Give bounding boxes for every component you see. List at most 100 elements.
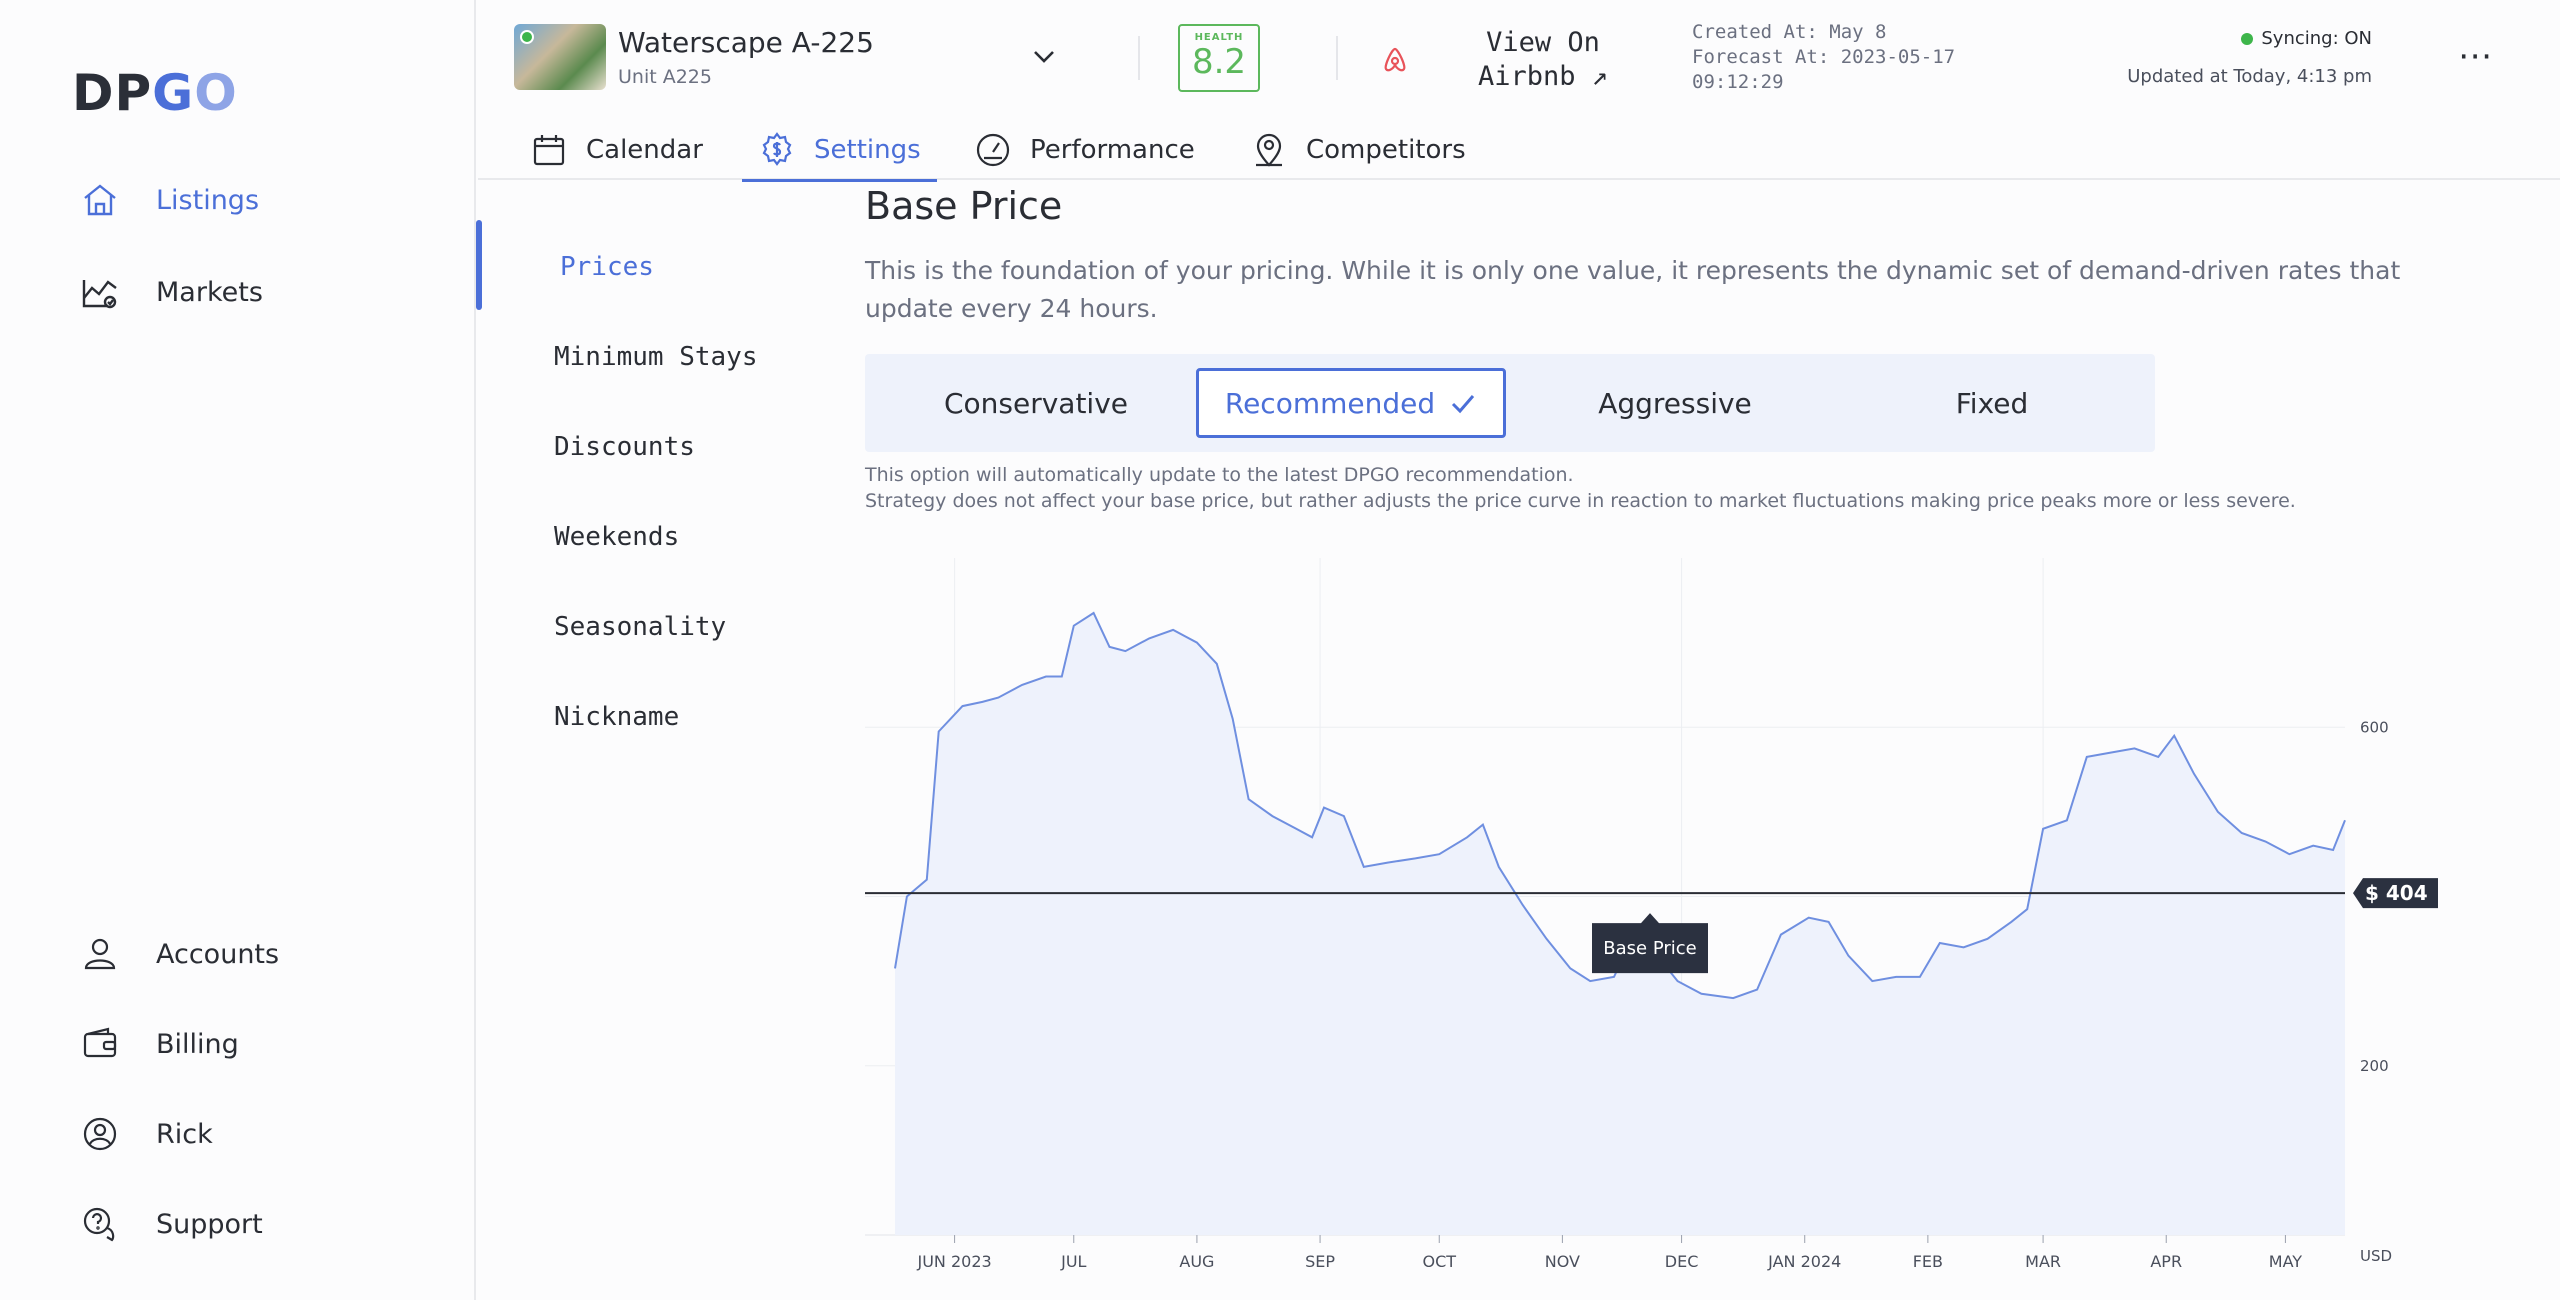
x-tick-label: NOV — [1545, 1252, 1580, 1271]
tooltip-label: Base Price — [1603, 938, 1696, 959]
base-price-chart: JUN 2023 JUL AUG SEP OCT NOV DEC JAN 2024 FEB MAR… — [865, 558, 2438, 1271]
strategy-aggressive-button[interactable]: Aggressive — [1520, 368, 1830, 438]
logo-letter-o: O — [194, 64, 238, 122]
tab-competitors[interactable]: Competitors — [1250, 120, 1466, 180]
view-on-line1: View On — [1486, 27, 1600, 58]
health-score-badge: HEALTH 8.2 — [1178, 24, 1260, 92]
settings-nav-minimum-stays[interactable]: Minimum Stays — [554, 342, 758, 372]
sidebar-item-label: Accounts — [156, 938, 280, 970]
y-tick-label: 200 — [2360, 1057, 2389, 1075]
sidebar-item-support[interactable]: Support — [80, 1194, 263, 1254]
sync-status: Syncing: ON — [2241, 28, 2372, 49]
tab-label: Competitors — [1306, 135, 1466, 165]
x-tick-label: DEC — [1665, 1252, 1699, 1271]
wallet-icon — [83, 1027, 117, 1058]
sidebar-item-label: Support — [156, 1208, 263, 1240]
listing-thumbnail[interactable] — [514, 24, 606, 90]
base-price-tag[interactable]: $ 404 — [2353, 878, 2438, 909]
strategy-note-line2: Strategy does not affect your base price… — [865, 490, 2296, 512]
base-price-description: This is the foundation of your pricing. … — [865, 256, 2401, 323]
base-price-tag-background — [2353, 878, 2438, 909]
divider — [1138, 36, 1140, 80]
strategy-label: Fixed — [1955, 386, 2029, 420]
sidebar-item-accounts[interactable]: Accounts — [80, 924, 279, 984]
sidebar-item-billing[interactable]: Billing — [80, 1014, 239, 1074]
support-chat-icon — [83, 1207, 115, 1242]
calendar-icon — [533, 135, 565, 166]
tab-performance[interactable]: Performance — [974, 120, 1195, 180]
y-tick-label: 600 — [2360, 718, 2389, 736]
health-label: HEALTH — [1194, 32, 1244, 43]
markets-chart-icon — [82, 280, 117, 309]
view-on-line2: Airbnb ↗ — [1477, 61, 1609, 92]
x-tick-label: SEP — [1305, 1252, 1335, 1271]
listing-header: Waterscape A-225 Unit A225 HEALTH 8.2 Vi… — [478, 0, 2560, 182]
strategy-conservative-button[interactable]: Conservative — [881, 368, 1191, 438]
tab-label: Calendar — [586, 135, 703, 165]
sidebar-item-listings[interactable]: Listings — [80, 170, 259, 230]
logo-letter-g: G — [152, 64, 195, 122]
settings-nav-nickname[interactable]: Nickname — [554, 702, 680, 732]
price-line — [894, 611, 2346, 1000]
strategy-note-line1: This option will automatically update to… — [865, 464, 1574, 486]
tooltip-background — [1592, 913, 1708, 974]
settings-dollar-icon — [762, 132, 792, 166]
divider — [1336, 36, 1338, 80]
sidebar-item-label: Billing — [156, 1028, 239, 1060]
strategy-recommended-button[interactable]: Recommended — [1196, 368, 1506, 438]
x-tick-label: FEB — [1913, 1252, 1943, 1271]
view-on-airbnb-link[interactable]: View On Airbnb ↗ — [1463, 26, 1623, 94]
logo-letter-p: P — [114, 64, 153, 122]
x-tick-label: MAY — [2269, 1252, 2303, 1271]
tab-calendar[interactable]: Calendar — [530, 120, 703, 180]
sync-status-dot — [2241, 32, 2254, 45]
dpgo-logo[interactable]: DPGO — [72, 64, 238, 122]
strategy-label: Aggressive — [1598, 386, 1752, 420]
user-circle-icon — [83, 1117, 117, 1151]
home-icon — [84, 184, 116, 216]
x-tick-label: MAR — [2025, 1252, 2061, 1271]
x-tick-label: JUN 2023 — [916, 1252, 991, 1271]
x-tick-label: OCT — [1422, 1252, 1456, 1271]
logo-letter-d: D — [72, 64, 115, 122]
strategy-label: Conservative — [943, 386, 1129, 420]
settings-nav-prices[interactable]: Prices — [560, 252, 654, 282]
tab-label: Settings — [814, 135, 921, 165]
x-tick-label: JUL — [1060, 1252, 1086, 1271]
health-value: 8.2 — [1191, 42, 1247, 82]
price-area — [895, 613, 2345, 1235]
more-options-icon[interactable]: ⋯ — [2458, 36, 2494, 76]
strategy-note: This option will automatically update to… — [865, 462, 2296, 514]
sidebar-item-label: Markets — [156, 276, 263, 308]
sidebar-item-label: Listings — [156, 184, 260, 216]
y-axis-unit: USD — [2360, 1247, 2392, 1265]
listing-meta: Created At: May 8 Forecast At: 2023-05-1… — [1692, 20, 1955, 95]
settings-nav-discounts[interactable]: Discounts — [554, 432, 695, 462]
updated-at: Updated at Today, 4:13 pm — [2127, 66, 2372, 87]
airbnb-icon — [1384, 47, 1406, 72]
settings-nav-seasonality[interactable]: Seasonality — [554, 612, 727, 642]
forecast-at: Forecast At: 2023-05-17 — [1692, 46, 1956, 68]
base-price-value: $ 404 — [2365, 881, 2428, 905]
strategy-selector: Conservative Recommended Aggressive Fixe… — [865, 354, 2155, 452]
sidebar-item-markets[interactable]: Markets — [80, 262, 263, 322]
accounts-icon — [84, 938, 116, 970]
sidebar-item-profile[interactable]: Rick — [80, 1104, 213, 1164]
x-tick-label: JAN 2024 — [1767, 1252, 1841, 1271]
sync-status-text: Syncing: ON — [2261, 28, 2372, 49]
page-title: Base Price — [865, 184, 1063, 228]
section-active-indicator — [476, 220, 482, 310]
location-user-icon — [1256, 133, 1282, 167]
sidebar: DPGO Listings Markets Accounts Billing R… — [0, 0, 476, 1300]
x-tick-label: AUG — [1179, 1252, 1214, 1271]
strategy-fixed-button[interactable]: Fixed — [1837, 368, 2147, 438]
tab-settings[interactable]: Settings — [742, 120, 937, 182]
tab-label: Performance — [1030, 135, 1195, 165]
listing-unit: Unit A225 — [618, 66, 712, 88]
strategy-label: Recommended — [1224, 386, 1436, 420]
settings-nav-weekends[interactable]: Weekends — [554, 522, 680, 552]
sidebar-item-label: Rick — [156, 1118, 213, 1150]
listing-title: Waterscape A-225 — [618, 26, 874, 59]
chevron-down-icon[interactable] — [1030, 42, 1058, 70]
check-icon — [1452, 395, 1475, 414]
